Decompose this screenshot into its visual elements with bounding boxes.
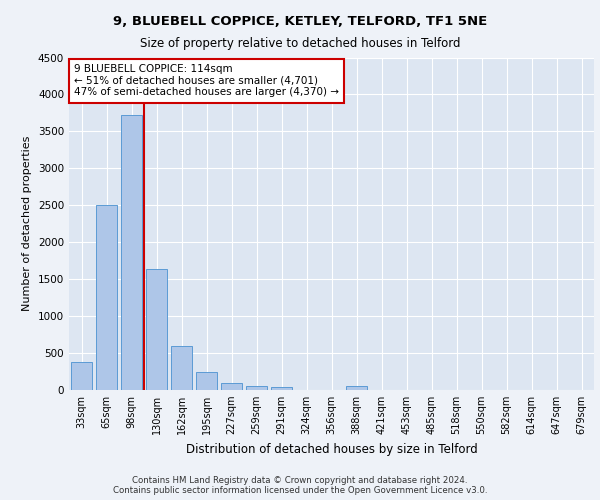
Text: 9, BLUEBELL COPPICE, KETLEY, TELFORD, TF1 5NE: 9, BLUEBELL COPPICE, KETLEY, TELFORD, TF… (113, 15, 487, 28)
X-axis label: Distribution of detached houses by size in Telford: Distribution of detached houses by size … (185, 442, 478, 456)
Bar (246, 386, 267, 390)
Text: 9 BLUEBELL COPPICE: 114sqm
← 51% of detached houses are smaller (4,701)
47% of s: 9 BLUEBELL COPPICE: 114sqm ← 51% of deta… (74, 64, 339, 98)
Bar (171, 346, 192, 390)
Bar (221, 382, 242, 390)
Bar (121, 115, 142, 390)
Bar (346, 386, 367, 390)
Bar (146, 269, 167, 390)
Y-axis label: Number of detached properties: Number of detached properties (22, 136, 32, 312)
Bar (71, 362, 92, 390)
Bar (196, 372, 217, 390)
Bar (271, 388, 292, 390)
Text: Size of property relative to detached houses in Telford: Size of property relative to detached ho… (140, 38, 460, 51)
Text: Contains HM Land Registry data © Crown copyright and database right 2024.
Contai: Contains HM Land Registry data © Crown c… (113, 476, 487, 495)
Bar (96, 206, 117, 390)
